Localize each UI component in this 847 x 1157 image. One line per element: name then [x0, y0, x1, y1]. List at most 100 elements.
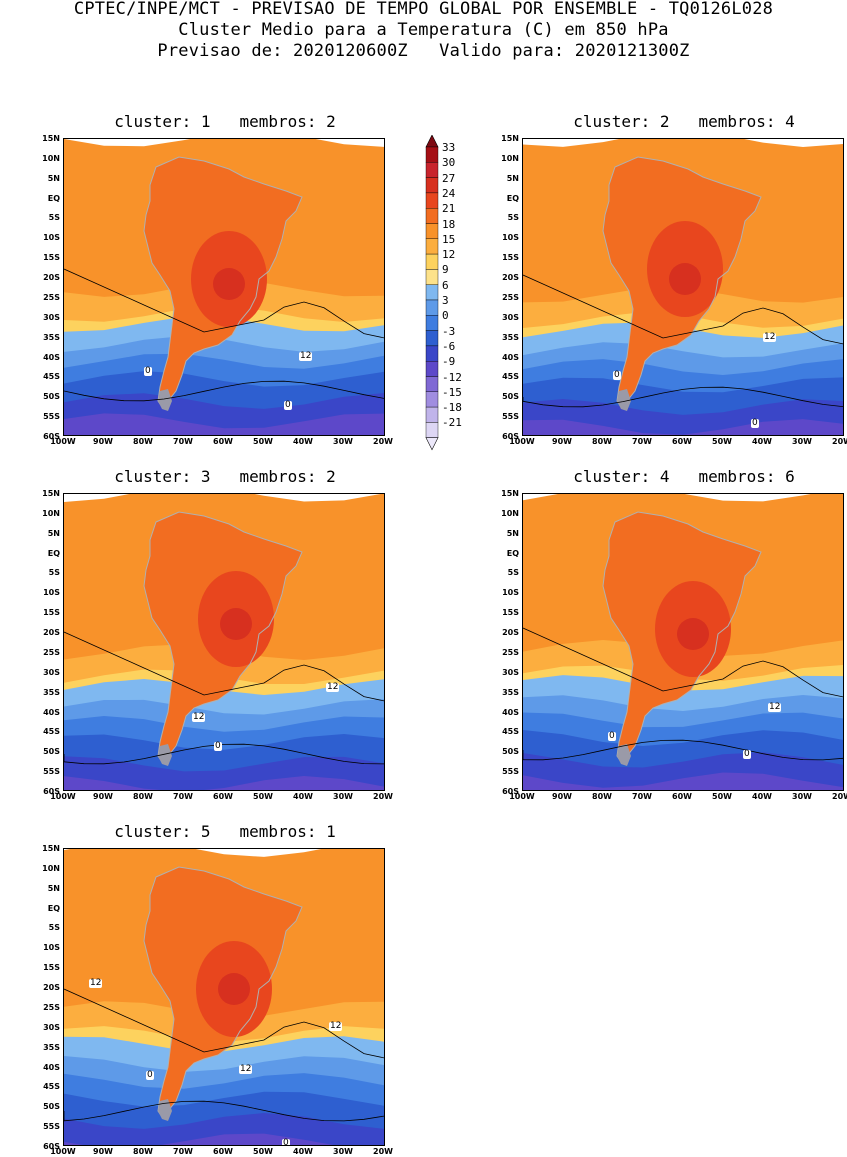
latitude-tick-label: 50S — [43, 1102, 60, 1112]
contour-label: 0 — [608, 731, 616, 741]
longitude-tick-label: 50W — [712, 792, 732, 801]
longitude-tick-label: 100W — [50, 437, 76, 446]
panel-title-2: cluster: 2 membros: 4 — [573, 112, 795, 131]
latitude-tick-label: 35S — [43, 687, 60, 697]
header-dates: Previsao de: 2020120600Z Valido para: 20… — [157, 41, 690, 61]
colorbar-swatch — [425, 207, 439, 224]
latitude-tick-label: 60S — [502, 432, 519, 441]
contour-0 — [523, 739, 843, 761]
coastline — [143, 866, 303, 1118]
hottest-core-region — [218, 973, 250, 1005]
latitude-tick-label: 60S — [43, 1142, 60, 1151]
tierra-del-fuego — [617, 744, 631, 766]
latitude-tick-label: 15S — [502, 608, 519, 618]
temperature-band-8 — [64, 413, 384, 435]
latitude-tick-label: 5N — [506, 173, 519, 183]
colorbar-swatch — [425, 299, 439, 316]
longitude-tick-label: 60W — [213, 1147, 233, 1156]
longitude-tick-label: 70W — [632, 792, 652, 801]
latitude-tick-label: 20S — [43, 628, 60, 638]
longitude-tick-label: 50W — [253, 1147, 273, 1156]
latitude-tick-label: 25S — [502, 292, 519, 302]
longitude-tick-label: 100W — [509, 437, 535, 446]
longitude-tick-label: 100W — [50, 792, 76, 801]
colorbar-svg — [425, 135, 439, 451]
colorbar-swatch — [425, 376, 439, 393]
latitude-tick-label: 45S — [502, 372, 519, 382]
latitude-tick-label: 55S — [43, 767, 60, 777]
contour-label: 0 — [284, 400, 292, 410]
contour-label: 0 — [282, 1138, 290, 1146]
longitude-tick-label: 40W — [293, 792, 313, 801]
contour-12 — [64, 268, 384, 339]
latitude-tick-label: 5N — [506, 528, 519, 538]
panel-title-1: cluster: 1 membros: 2 — [114, 112, 336, 131]
colorbar-swatch — [425, 422, 439, 438]
longitude-tick-label: 60W — [213, 437, 233, 446]
longitude-tick-label: 20W — [832, 792, 847, 801]
colorbar-label: -9 — [442, 355, 456, 369]
longitude-tick-label: 70W — [173, 1147, 193, 1156]
latitude-tick-label: 55S — [502, 767, 519, 777]
latitude-tick-label: 50S — [502, 747, 519, 757]
contour-label: 12 — [192, 712, 206, 722]
longitude-tick-label: 20W — [373, 437, 393, 446]
latitude-tick-label: 5N — [47, 883, 60, 893]
latitude-tick-label: 45S — [502, 727, 519, 737]
latitude-tick-label: 40S — [43, 1062, 60, 1072]
latitude-tick-label: 20S — [43, 983, 60, 993]
temperature-map-1: 12 0 0 — [63, 138, 385, 436]
tierra-del-fuego — [158, 744, 172, 766]
latitude-tick-label: EQ — [47, 193, 60, 203]
map-canvas — [64, 494, 384, 790]
longitude-tick-label: 50W — [253, 437, 273, 446]
colorbar-overflow-arrow — [425, 135, 439, 148]
colorbar-underflow-arrow — [425, 437, 439, 451]
latitude-tick-label: 10N — [501, 508, 519, 518]
latitude-tick-label: 15S — [502, 253, 519, 263]
contour-12 — [64, 631, 384, 702]
map-canvas — [523, 494, 843, 790]
hottest-core-region — [213, 268, 245, 300]
latitude-tick-label: 35S — [502, 687, 519, 697]
latitude-tick-label: 55S — [43, 1122, 60, 1132]
latitude-tick-label: 5N — [47, 528, 60, 538]
longitude-tick-label: 50W — [712, 437, 732, 446]
latitude-tick-label: 30S — [43, 1022, 60, 1032]
latitude-tick-label: 10S — [502, 588, 519, 598]
latitude-tick-label: 40S — [502, 707, 519, 717]
colorbar-swatch — [425, 146, 439, 163]
longitude-tick-label: 100W — [509, 792, 535, 801]
colorbar-swatch — [425, 330, 439, 347]
colorbar-swatch — [425, 284, 439, 301]
colorbar-label: -21 — [442, 416, 462, 430]
longitude-tick-label: 60W — [213, 792, 233, 801]
contour-0 — [64, 1100, 384, 1122]
temperature-band-8 — [523, 419, 843, 435]
hottest-core-region — [220, 608, 252, 640]
latitude-tick-label: 40S — [43, 352, 60, 362]
colorbar-label: 6 — [442, 278, 449, 292]
latitude-tick-label: 15S — [43, 608, 60, 618]
latitude-tick-label: 60S — [43, 787, 60, 796]
longitude-tick-label: 40W — [293, 437, 313, 446]
latitude-tick-label: 10S — [43, 588, 60, 598]
latitude-tick-label: 40S — [43, 707, 60, 717]
longitude-tick-label: 30W — [333, 1147, 353, 1156]
latitude-tick-label: 50S — [502, 392, 519, 402]
latitude-tick-label: 35S — [502, 332, 519, 342]
contour-label: 12 — [329, 1021, 343, 1031]
map-canvas — [523, 139, 843, 435]
colorbar-label: 33 — [442, 141, 456, 154]
latitude-tick-label: 5S — [48, 213, 60, 223]
longitude-tick-label: 30W — [333, 437, 353, 446]
longitude-tick-label: 20W — [373, 792, 393, 801]
latitude-tick-label: 50S — [43, 747, 60, 757]
latitude-tick-label: 5S — [507, 213, 519, 223]
latitude-tick-label: 25S — [43, 292, 60, 302]
coastline — [143, 156, 303, 408]
contour-0 — [523, 386, 843, 408]
tierra-del-fuego — [158, 1099, 172, 1121]
header-title: CPTEC/INPE/MCT - PREVISAO DE TEMPO GLOBA… — [73, 0, 774, 19]
latitude-tick-label: 10S — [43, 233, 60, 243]
